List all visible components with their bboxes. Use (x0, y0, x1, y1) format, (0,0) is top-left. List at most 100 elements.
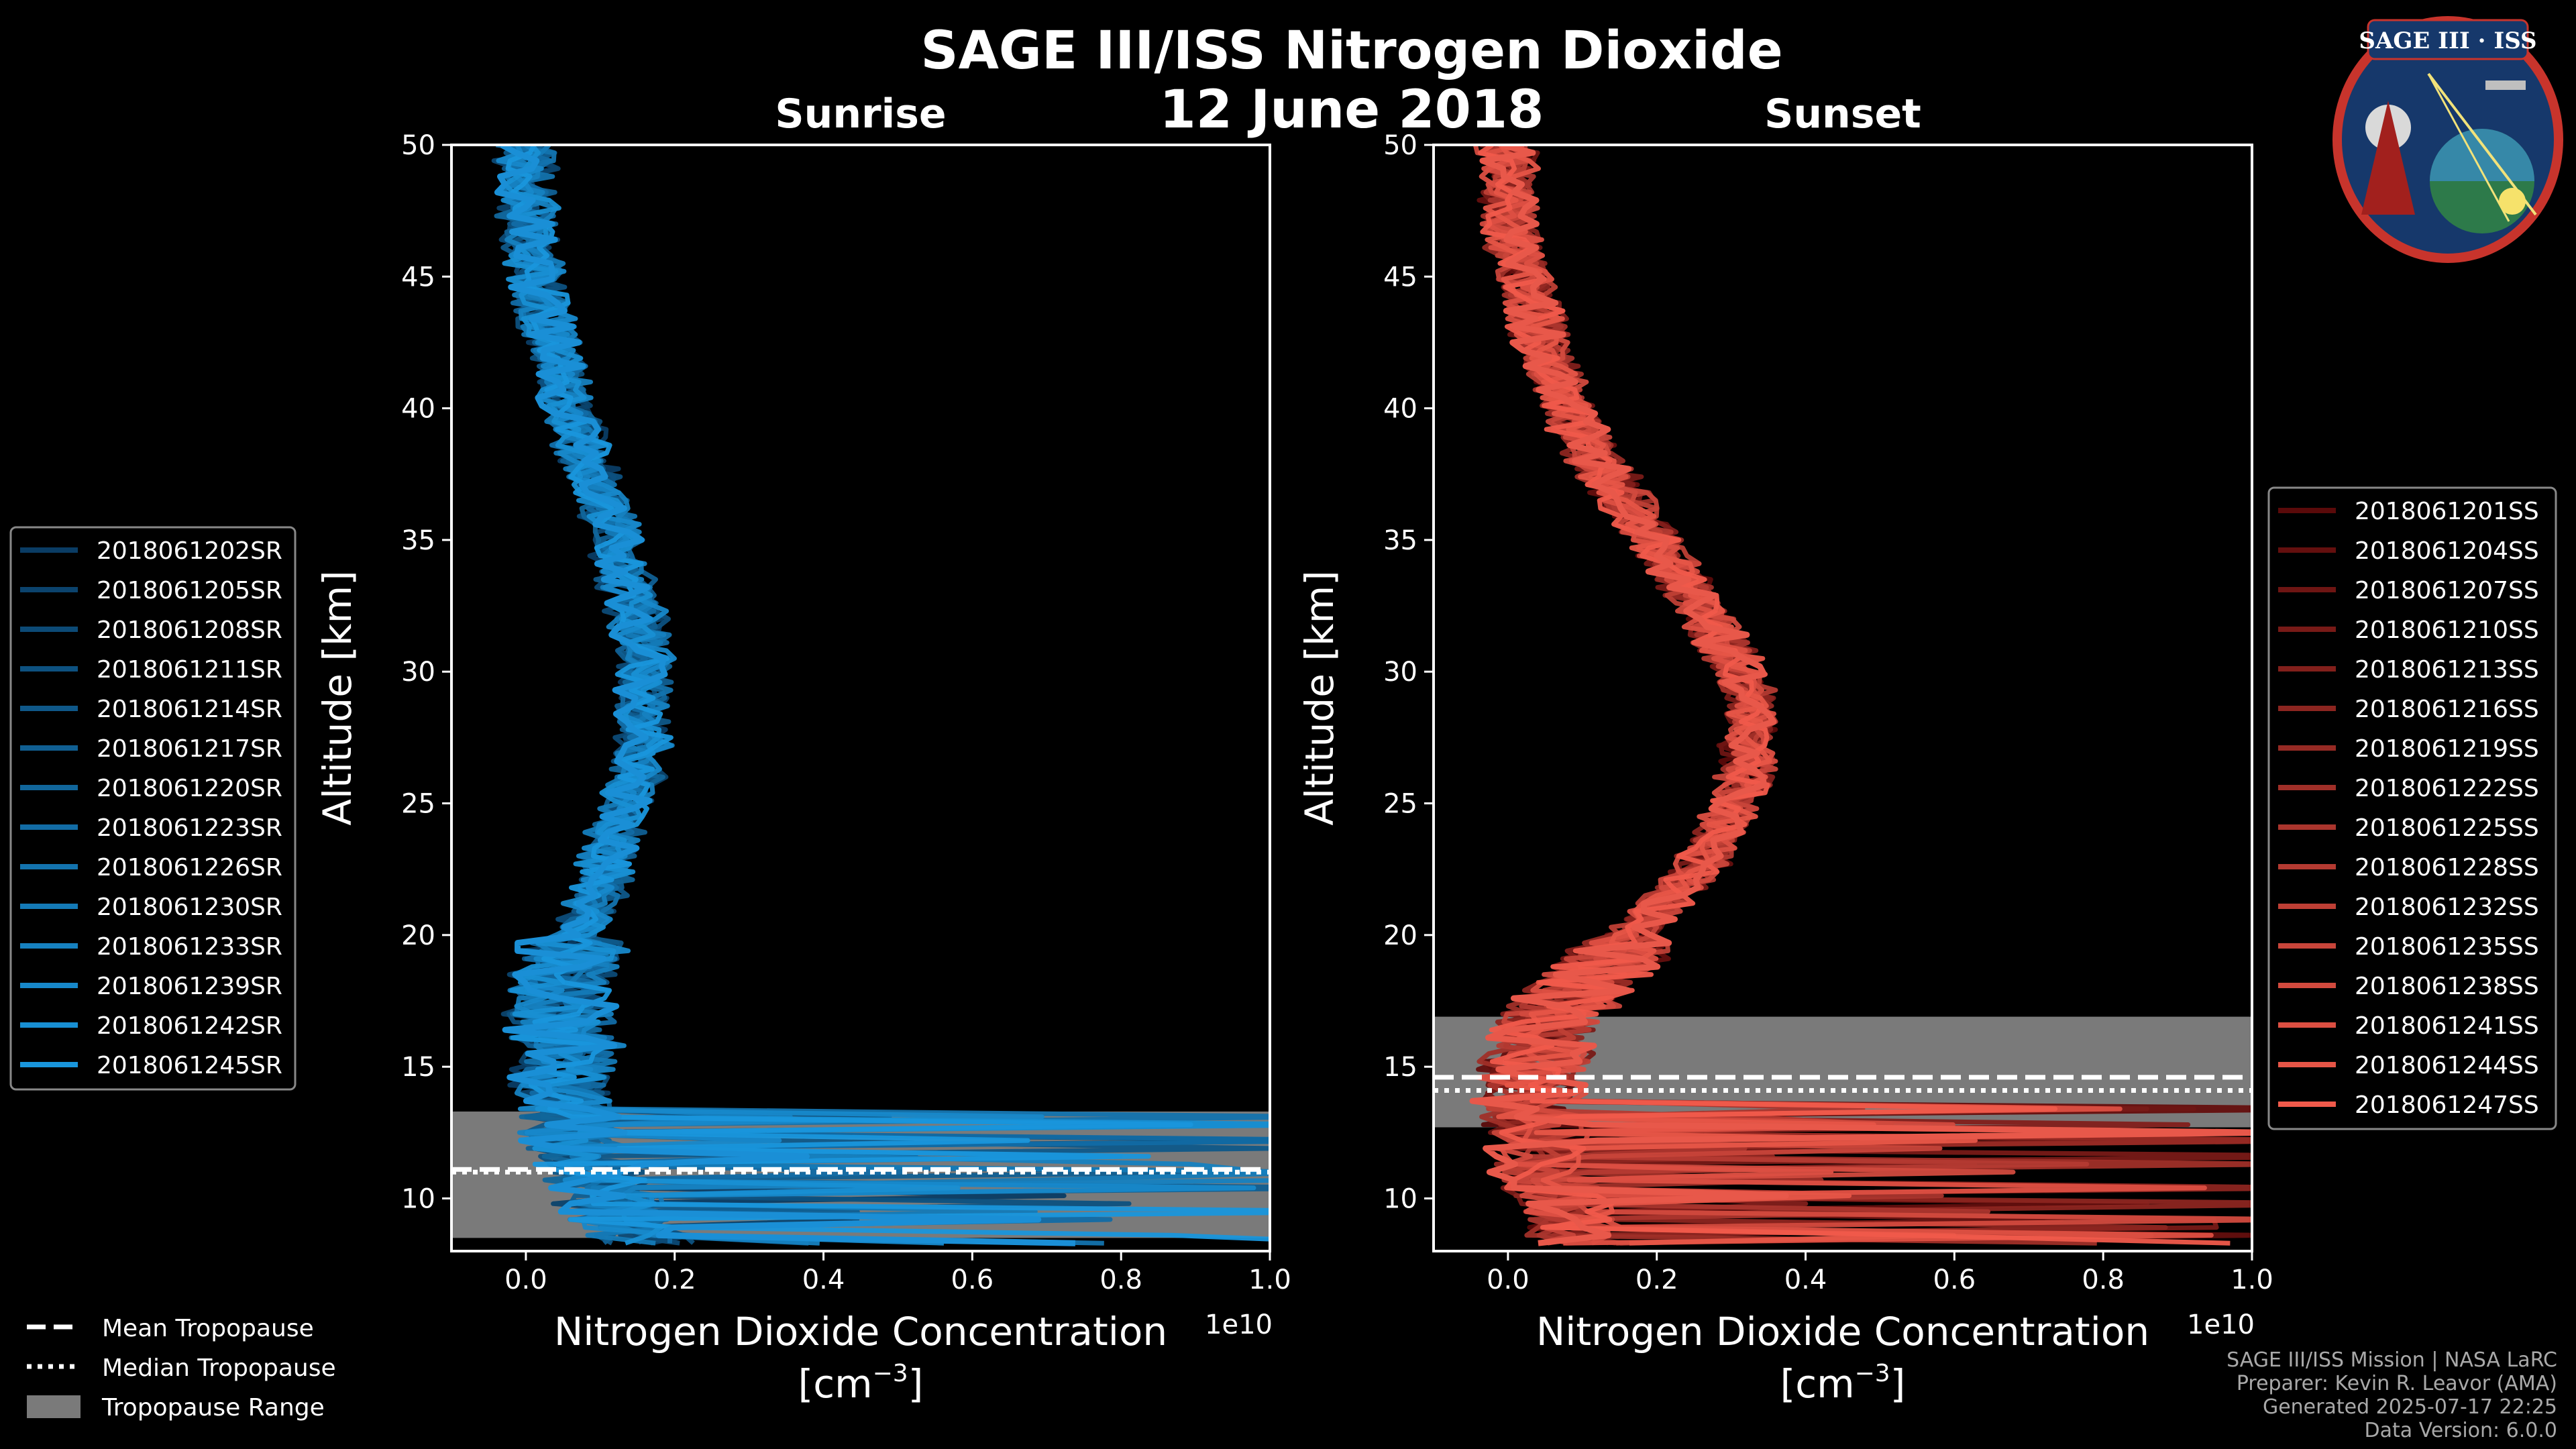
y-tick-label: 20 (401, 920, 435, 951)
legend-item-2018061241SS: 2018061241SS (2355, 1012, 2539, 1040)
legend-item-2018061247SS: 2018061247SS (2355, 1091, 2539, 1119)
legend-item-2018061207SS: 2018061207SS (2355, 577, 2539, 604)
plot-frame (1432, 144, 2253, 1252)
x-tick-label: 0.4 (802, 1265, 845, 1295)
x-tick-label: 0.8 (2082, 1265, 2125, 1295)
y-tick-label: 15 (1383, 1052, 1417, 1083)
legend-item-2018061223SR: 2018061223SR (97, 814, 282, 842)
legend-item-2018061232SS: 2018061232SS (2355, 894, 2539, 921)
profile-line-2018061239SR (496, 145, 1256, 1246)
legend-item-2018061219SS: 2018061219SS (2355, 735, 2539, 763)
legend-item-2018061220SR: 2018061220SR (97, 775, 282, 802)
y-tick-label: 30 (401, 657, 435, 688)
figure-title: SAGE III/ISS Nitrogen Dioxide (920, 21, 1782, 81)
legend-item-2018061201SS: 2018061201SS (2355, 498, 2539, 525)
sun-icon (2499, 188, 2526, 215)
legend-item-2018061216SS: 2018061216SS (2355, 696, 2539, 723)
x-tick-label: 0.0 (1487, 1265, 1529, 1295)
legend-item-2018061235SS: 2018061235SS (2355, 933, 2539, 961)
legend-item-2018061202SR: 2018061202SR (97, 537, 282, 565)
y-tick-label: 10 (1383, 1183, 1417, 1214)
sunrise-panel: 0.0 0.2 0.4 0.6 0.8 1.0 10 15 20 25 30 35 40 45 50 1e10… (315, 130, 1291, 1407)
y-tick-label: 20 (1383, 920, 1417, 951)
x-tick-label: 0.0 (504, 1265, 547, 1295)
tropopause-legend: Mean Tropopause Median Tropopause Tropop… (27, 1315, 336, 1421)
y-tick-label: 50 (1383, 130, 1417, 161)
x-tick-label: 0.2 (1635, 1265, 1678, 1295)
tropopause-range-swatch (27, 1395, 80, 1418)
legend-item-2018061204SS: 2018061204SS (2355, 537, 2539, 565)
profile-line-highlight (1469, 145, 2252, 1246)
y-tick-label: 10 (401, 1183, 435, 1214)
x-tick-label: 0.6 (1933, 1265, 1976, 1295)
legend-item-2018061225SS: 2018061225SS (2355, 814, 2539, 842)
legend-item-2018061205SR: 2018061205SR (97, 577, 282, 604)
y-tick-label: 40 (401, 394, 435, 425)
legend-item-2018061230SR: 2018061230SR (97, 894, 282, 921)
y-tick-label: 45 (401, 262, 435, 292)
mean-tropopause-label: Mean Tropopause (102, 1315, 314, 1342)
sunrise-panel-title: Sunrise (775, 91, 946, 138)
legend-item-2018061228SS: 2018061228SS (2355, 854, 2539, 881)
x-axis-unit: [cm−3] (798, 1360, 924, 1407)
legend-frame (2267, 486, 2557, 1130)
median-tropopause-label: Median Tropopause (102, 1354, 336, 1382)
x-offset-text: 1e10 (1205, 1309, 1273, 1340)
legend-item-2018061210SS: 2018061210SS (2355, 616, 2539, 644)
legend-item-2018061238SS: 2018061238SS (2355, 973, 2539, 1000)
sunset-legend: 2018061201SS 2018061204SS 2018061207SS 2018… (2267, 486, 2557, 1130)
y-tick-label: 50 (401, 130, 435, 161)
x-tick-label: 0.6 (951, 1265, 994, 1295)
legend-item-2018061214SR: 2018061214SR (97, 696, 282, 723)
sunset-panel-title: Sunset (1764, 91, 1921, 138)
footer-version: Data Version: 6.0.0 (2365, 1419, 2557, 1442)
iss-icon (2485, 80, 2526, 90)
profile-line-highlight (494, 145, 1075, 1246)
x-axis-label: Nitrogen Dioxide Concentration (554, 1309, 1167, 1354)
x-offset-text: 1e10 (2187, 1309, 2255, 1340)
legend-item-2018061208SR: 2018061208SR (97, 616, 282, 644)
legend-item-2018061244SS: 2018061244SS (2355, 1052, 2539, 1079)
sunrise-legend: 2018061202SR 2018061205SR 2018061208SR 2018… (9, 526, 297, 1091)
x-tick-label: 0.8 (1099, 1265, 1142, 1295)
x-tick-label: 0.4 (1784, 1265, 1827, 1295)
figure-date: 12 June 2018 (1160, 80, 1544, 140)
y-tick-label: 25 (401, 789, 435, 820)
profile-line-2018061247SS (1477, 145, 2231, 1246)
tropopause-range-label: Tropopause Range (101, 1394, 325, 1421)
footer-preparer: Preparer: Kevin R. Leavor (AMA) (2237, 1372, 2557, 1395)
y-tick-label: 40 (1383, 394, 1417, 425)
sage-logo: SAGE III · ISS (2332, 16, 2563, 263)
legend-item-2018061211SR: 2018061211SR (97, 656, 282, 684)
profiles-group (491, 145, 1270, 1246)
y-tick-label: 35 (1383, 525, 1417, 556)
legend-item-2018061233SR: 2018061233SR (97, 933, 282, 961)
profile-line-2018061245SR (505, 145, 1270, 1242)
y-tick-label: 15 (401, 1052, 435, 1083)
footer-generated: Generated 2025-07-17 22:25 (2263, 1395, 2557, 1419)
x-tick-label: 1.0 (1248, 1265, 1291, 1295)
y-axis-label: Altitude [km] (315, 570, 360, 825)
profile-line-2018061222SS (1477, 145, 2252, 1246)
y-axis-label: Altitude [km] (1297, 570, 1342, 825)
legend-item-2018061242SR: 2018061242SR (97, 1012, 282, 1040)
profiles-group (1469, 145, 2252, 1246)
legend-item-2018061226SR: 2018061226SR (97, 854, 282, 881)
legend-item-2018061213SS: 2018061213SS (2355, 656, 2539, 684)
wizard-icon (2361, 101, 2415, 215)
y-tick-label: 25 (1383, 789, 1417, 820)
x-axis-label: Nitrogen Dioxide Concentration (1536, 1309, 2149, 1354)
x-tick-label: 0.2 (653, 1265, 696, 1295)
x-axis-unit: [cm−3] (1780, 1360, 1906, 1407)
legend-item-2018061222SS: 2018061222SS (2355, 775, 2539, 802)
footer-mission: SAGE III/ISS Mission | NASA LaRC (2226, 1348, 2557, 1372)
y-tick-label: 35 (401, 525, 435, 556)
y-tick-label: 30 (1383, 657, 1417, 688)
legend-item-2018061217SR: 2018061217SR (97, 735, 282, 763)
legend-item-2018061239SR: 2018061239SR (97, 973, 282, 1000)
legend-item-2018061245SR: 2018061245SR (97, 1052, 282, 1079)
sunset-panel: 0.0 0.2 0.4 0.6 0.8 1.0 10 15 20 25 30 35 40 45 50 1e10… (1297, 130, 2273, 1407)
y-tick-label: 45 (1383, 262, 1417, 292)
legend-frame (9, 526, 297, 1091)
